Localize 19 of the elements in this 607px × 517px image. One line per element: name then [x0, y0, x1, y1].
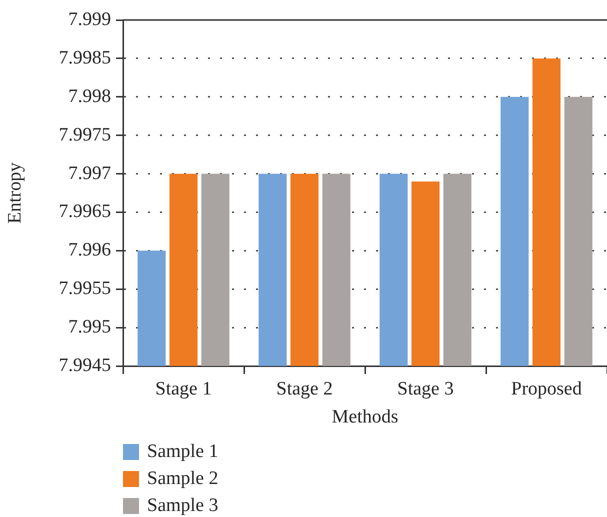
y-tick-label: 7.9945	[58, 354, 111, 376]
legend-label: Sample 2	[147, 468, 218, 490]
x-tick-label: Stage 1	[155, 378, 212, 400]
x-axis-title: Methods	[332, 406, 398, 428]
legend-label: Sample 1	[147, 440, 218, 462]
x-tick-label: Stage 2	[276, 378, 333, 400]
y-axis-title: Entropy	[4, 162, 26, 224]
x-tick-label: Stage 3	[397, 378, 454, 400]
y-tick-label: 7.998	[68, 86, 111, 107]
y-tick-label: 7.997	[68, 162, 111, 184]
y-tick-label: 7.9965	[58, 201, 111, 222]
y-tick-label: 7.9985	[58, 47, 111, 68]
y-tick-label: 7.999	[68, 8, 111, 30]
x-tick-label: Proposed	[511, 378, 582, 400]
y-tick-label: 7.9955	[58, 278, 111, 300]
y-tick-label: 7.996	[68, 240, 111, 261]
legend-label: Sample 3	[147, 494, 218, 516]
y-tick-label: 7.995	[68, 316, 111, 338]
y-tick-label: 7.9975	[58, 124, 111, 146]
